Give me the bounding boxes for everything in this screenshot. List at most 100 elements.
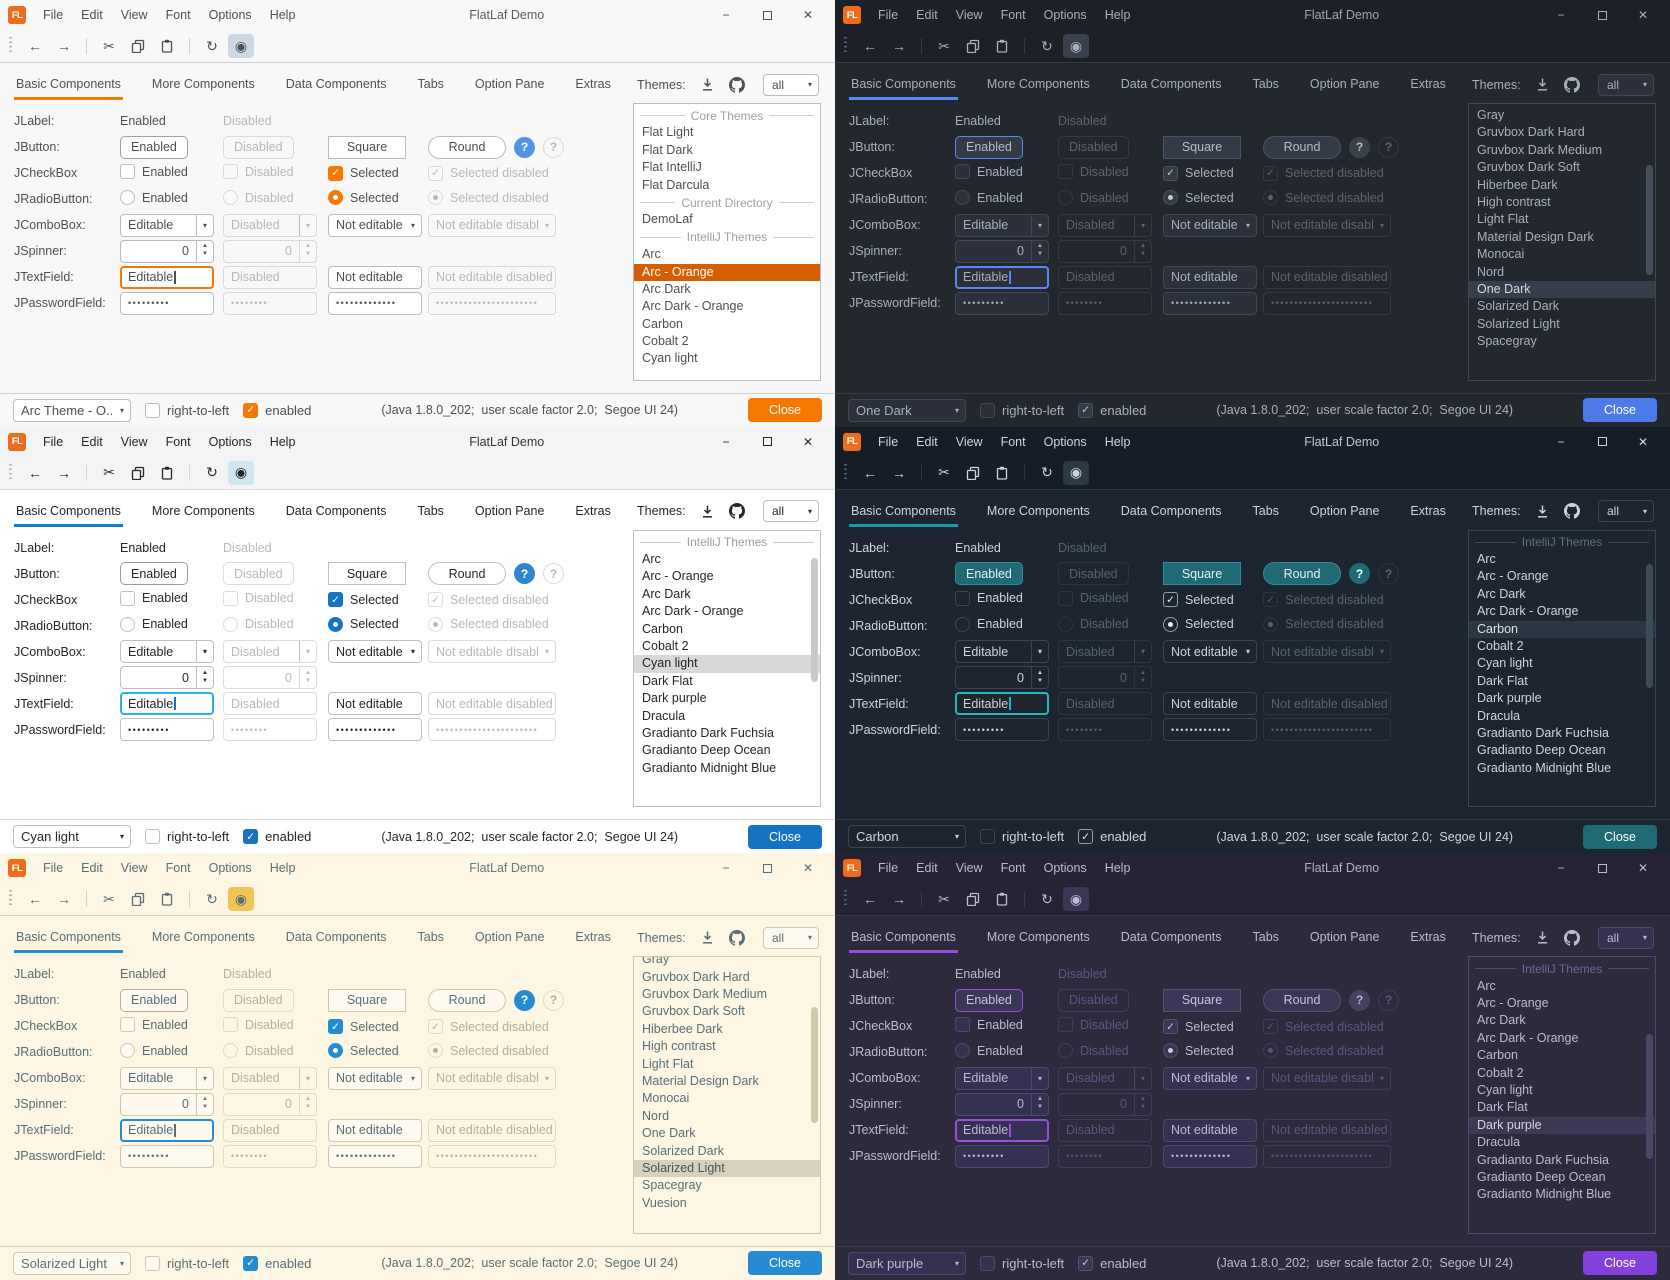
forward-button[interactable]: → <box>886 887 912 911</box>
jtextfield-editable[interactable]: Editable <box>955 1118 1049 1142</box>
menu-options[interactable]: Options <box>208 434 252 449</box>
maximize-button[interactable] <box>760 8 774 22</box>
theme-list-item-material-design-dark[interactable]: Material Design Dark <box>1477 229 1594 244</box>
rtl-checkbox[interactable]: right-to-left <box>145 829 229 845</box>
menu-edit[interactable]: Edit <box>81 8 103 22</box>
cut-button[interactable]: ✂ <box>96 461 122 485</box>
theme-list-item-arc-orange[interactable]: Arc - Orange <box>1477 569 1549 584</box>
theme-list-item-arc-dark-orange[interactable]: Arc Dark - Orange <box>1477 1030 1579 1045</box>
jradiobutton-enabled[interactable]: Enabled <box>120 1043 188 1059</box>
theme-list-item-cobalt-2[interactable]: Cobalt 2 <box>642 334 689 349</box>
paste-button[interactable] <box>989 34 1015 58</box>
show-hidden-toggle[interactable]: ◉ <box>228 34 254 58</box>
enabled-checkbox[interactable]: ✓ enabled <box>243 402 311 418</box>
menu-view[interactable]: View <box>955 434 983 449</box>
theme-combobox[interactable]: Solarized Light ▾ <box>13 1251 131 1275</box>
theme-combobox[interactable]: Cyan light ▾ <box>13 825 131 849</box>
jbutton-round-button[interactable]: Round <box>1263 988 1341 1012</box>
show-hidden-toggle[interactable]: ◉ <box>1063 460 1089 485</box>
jbutton-square-button[interactable]: Square <box>1163 562 1241 586</box>
github-icon[interactable] <box>729 929 746 946</box>
tab-option-pane[interactable]: Option Pane <box>1309 503 1380 518</box>
jpasswordfield-not-editable[interactable]: ••••••••••••• <box>328 1144 422 1168</box>
tab-data-components[interactable]: Data Components <box>1120 77 1222 91</box>
jradiobutton-enabled[interactable]: Enabled <box>955 1043 1023 1059</box>
jspinner[interactable]: 0 ▲ ▼ <box>120 1092 214 1116</box>
jpasswordfield-not-editable[interactable]: ••••••••••••• <box>328 291 422 315</box>
theme-list-item-arc-dark-orange[interactable]: Arc Dark - Orange <box>642 604 744 619</box>
theme-list-item-arc-orange-selected[interactable]: Arc - Orange <box>634 263 820 281</box>
theme-list-item-gradianto-dark-fuchsia[interactable]: Gradianto Dark Fuchsia <box>1477 725 1610 740</box>
rtl-checkbox[interactable]: right-to-left <box>145 1255 229 1271</box>
theme-list-item-cobalt-2[interactable]: Cobalt 2 <box>642 638 689 653</box>
tab-option-pane[interactable]: Option Pane <box>1309 930 1380 945</box>
menu-options[interactable]: Options <box>208 8 252 22</box>
tab-more-components[interactable]: More Components <box>151 77 255 91</box>
paste-button[interactable] <box>154 34 180 58</box>
menu-file[interactable]: File <box>878 8 899 22</box>
help-button[interactable]: ? <box>514 989 535 1011</box>
list-scrollbar-thumb[interactable] <box>1646 563 1653 688</box>
tab-basic-components[interactable]: Basic Components <box>14 496 123 527</box>
refresh-button[interactable]: ↻ <box>199 34 225 58</box>
jcombobox-editable[interactable]: Editable ▾ <box>120 640 214 664</box>
tab-more-components[interactable]: More Components <box>986 77 1090 91</box>
menu-file[interactable]: File <box>878 861 899 876</box>
jtextfield-editable[interactable]: Editable <box>955 265 1049 289</box>
toolbar-grip[interactable] <box>844 37 847 55</box>
tab-option-pane[interactable]: Option Pane <box>474 503 545 518</box>
jtextfield-not-editable[interactable]: Not editable <box>1163 265 1257 289</box>
theme-filter-select[interactable]: all ▾ <box>1598 926 1654 949</box>
spinner-arrows[interactable]: ▲ ▼ <box>1031 240 1048 262</box>
theme-list-item-high-contrast[interactable]: High contrast <box>1477 194 1551 209</box>
spinner-arrows[interactable]: ▲ ▼ <box>1031 1093 1048 1115</box>
copy-button[interactable] <box>960 461 986 485</box>
jbutton-round-button[interactable]: Round <box>428 988 506 1012</box>
menu-view[interactable]: View <box>955 8 983 22</box>
theme-list-item-gruvbox-dark-soft[interactable]: Gruvbox Dark Soft <box>642 1004 745 1019</box>
theme-list-item-gruvbox-dark-hard[interactable]: Gruvbox Dark Hard <box>1477 125 1585 140</box>
menu-view[interactable]: View <box>120 434 148 449</box>
menu-help[interactable]: Help <box>269 434 296 449</box>
tab-tabs[interactable]: Tabs <box>1252 77 1279 91</box>
tab-option-pane[interactable]: Option Pane <box>1309 77 1380 91</box>
jpasswordfield-editable[interactable]: ••••••••• <box>955 1144 1049 1168</box>
paste-button[interactable] <box>989 461 1015 485</box>
jpasswordfield-editable[interactable]: ••••••••• <box>120 1144 214 1168</box>
jbutton-round-button[interactable]: Round <box>428 135 506 159</box>
download-icon[interactable] <box>1534 503 1551 520</box>
copy-button[interactable] <box>125 887 151 911</box>
jpasswordfield-not-editable[interactable]: ••••••••••••• <box>1163 1144 1257 1168</box>
theme-list-item-light-flat[interactable]: Light Flat <box>642 1056 694 1071</box>
theme-list-item-carbon[interactable]: Carbon <box>642 621 683 636</box>
refresh-button[interactable]: ↻ <box>1034 34 1060 58</box>
theme-list-item-gradianto-midnight-blue[interactable]: Gradianto Midnight Blue <box>642 760 777 775</box>
enabled-checkbox[interactable]: ✓ enabled <box>243 1255 311 1271</box>
menu-font[interactable]: Font <box>165 861 191 876</box>
theme-list-item-cyan-light[interactable]: Cyan light <box>642 351 698 366</box>
menu-file[interactable]: File <box>43 861 64 876</box>
show-hidden-toggle[interactable]: ◉ <box>1063 34 1089 58</box>
jcheckbox-selected[interactable]: ✓ Selected <box>1163 592 1234 608</box>
toolbar-grip[interactable] <box>844 890 847 909</box>
jtextfield-editable[interactable]: Editable <box>120 692 214 716</box>
jbutton-square-button[interactable]: Square <box>1163 988 1241 1012</box>
theme-list-item-solarized-dark[interactable]: Solarized Dark <box>1477 299 1559 314</box>
theme-combobox[interactable]: One Dark ▾ <box>848 398 966 422</box>
jbutton-round-button[interactable]: Round <box>1263 562 1341 586</box>
menu-font[interactable]: Font <box>1000 8 1026 22</box>
download-icon[interactable] <box>699 76 716 93</box>
window-close-button[interactable]: ✕ <box>802 8 814 22</box>
jspinner[interactable]: 0 ▲ ▼ <box>955 666 1049 690</box>
jcheckbox-enabled[interactable]: Enabled <box>955 1017 1023 1033</box>
theme-list[interactable]: IntelliJ Themes Arc Arc - Orange Arc Dark Ar… <box>1468 529 1656 808</box>
jradiobutton-enabled[interactable]: Enabled <box>955 616 1023 632</box>
theme-list-item-dark-purple-selected[interactable]: Dark purple <box>1469 1116 1655 1135</box>
list-scrollbar-thumb[interactable] <box>1646 1034 1653 1159</box>
tab-more-components[interactable]: More Components <box>986 930 1090 945</box>
toolbar-grip[interactable] <box>844 463 847 482</box>
spinner-arrows[interactable]: ▲ ▼ <box>196 240 213 262</box>
menu-options[interactable]: Options <box>208 861 252 876</box>
jcheckbox-selected[interactable]: ✓ Selected <box>1163 1019 1234 1035</box>
theme-list-item-hiberbee-dark[interactable]: Hiberbee Dark <box>1477 177 1558 192</box>
